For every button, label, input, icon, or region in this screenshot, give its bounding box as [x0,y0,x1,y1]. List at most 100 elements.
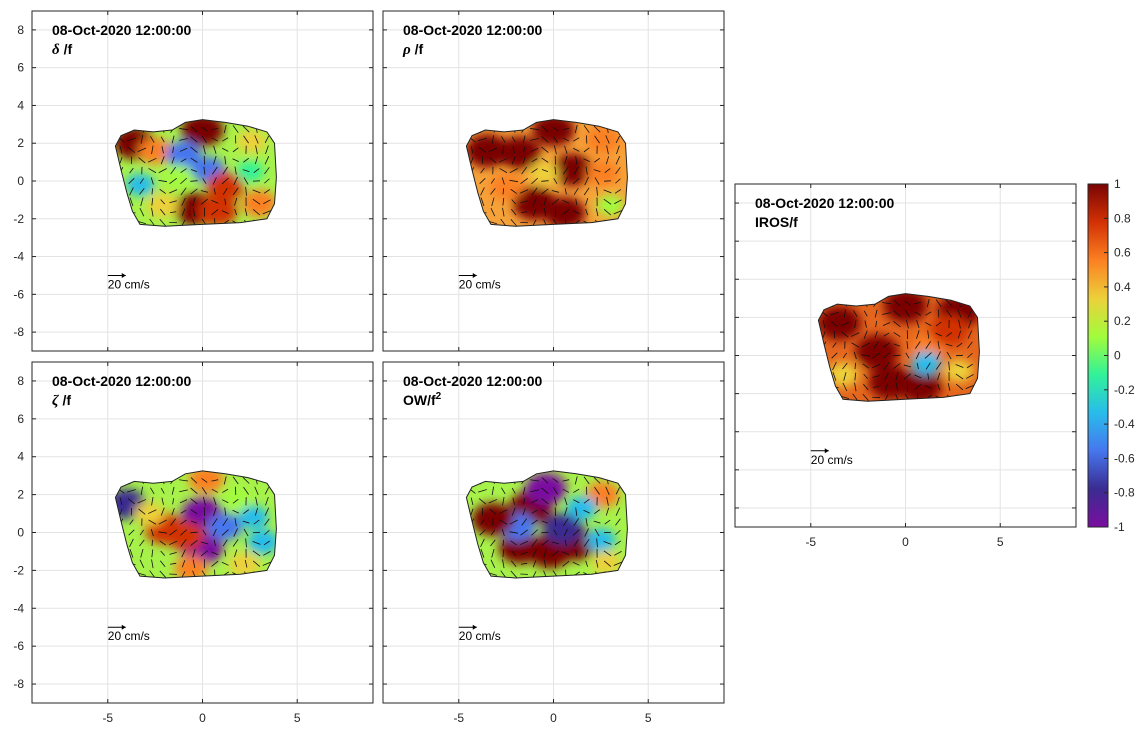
velocity-arrows [467,124,623,227]
tick-marks [383,11,724,351]
velocity-arrow [119,508,123,515]
velocity-arrow [563,528,568,537]
field-cell [166,521,205,552]
velocity-arrow [242,125,250,133]
velocity-arrow [522,508,526,516]
velocity-arrow [882,302,892,305]
velocity-arrow [148,157,157,163]
velocity-arrow [583,539,590,547]
velocity-arrow [522,486,526,495]
field-cell [899,369,942,402]
velocity-arrow [914,311,922,316]
velocity-arrow [523,146,526,154]
velocity-arrow [263,551,271,556]
velocity-arrow [499,519,508,525]
velocity-arrow [169,200,177,204]
velocity-arrow [585,549,589,558]
velocity-arrow [967,330,973,339]
velocity-arrow [967,352,973,359]
velocity-arrow [967,309,973,318]
velocity-arrow [140,197,144,207]
velocity-arrow [583,187,590,196]
velocity-arrow [160,507,165,516]
velocity-arrow [937,340,940,350]
velocity-arrow [129,167,134,174]
velocity-arrow [201,478,208,483]
velocity-arrow [245,186,247,196]
velocity-arrow [180,539,187,547]
velocity-arrow [490,539,496,547]
ytick-label: -6 [13,639,24,653]
velocity-arrow [150,528,154,537]
velocity-arrow [234,197,238,206]
velocity-arrow [169,189,178,194]
velocity-arrow [201,487,207,495]
velocity-arrow [884,372,889,381]
velocity-arrow [244,559,248,568]
velocity-arrow [573,187,579,195]
variable-suffix: /f [411,41,424,57]
velocity-arrow [192,197,196,207]
velocity-arrow [470,497,474,505]
field-cell [197,195,238,227]
velocity-arrow [200,541,209,545]
velocity-arrow [222,518,229,527]
velocity-arrow [893,299,901,307]
velocity-arrow [552,478,559,483]
velocity-arrow [906,341,909,349]
velocity-arrow [915,351,920,360]
panel-variable-label: IROS/f [755,214,798,230]
velocity-arrow [211,127,219,131]
velocity-arrow [863,310,868,317]
field-cell [238,505,269,530]
panel-iros: -5 0 5 08-Oct-2020 12:00:00 IROS/f 20 cm/s [734,183,1077,549]
velocity-arrow [893,354,901,357]
velocity-arrow [872,352,880,359]
ytick-label: -8 [13,677,24,691]
velocity-arrow [884,383,889,391]
scale-arrow-head [121,624,126,630]
colorbar-tick-label: 0.8 [1114,211,1131,225]
panel-date-title: 08-Oct-2020 12:00:00 [755,195,895,211]
velocity-arrow [202,496,206,506]
velocity-arrow [190,125,198,133]
velocity-arrow [491,197,495,207]
velocity-arrow [895,372,899,381]
velocity-arrow [128,529,135,536]
velocity-arrow [190,477,198,484]
velocity-arrow [510,560,517,568]
scale-label: 20 cm/s [108,629,150,643]
ytick-label: -4 [13,601,24,615]
velocity-arrow [553,145,557,155]
panel-rho: 08-Oct-2020 12:00:00 ρ /f 20 cm/s [382,10,725,352]
velocity-arrow [480,548,485,558]
colorbar-tick-label: 0.4 [1114,280,1131,294]
velocity-arrow [222,166,229,175]
velocity-arrow [532,549,537,558]
velocity-arrow [572,499,580,504]
velocity-arrow [613,561,623,566]
velocity-arrow [192,548,196,558]
velocity-arrow [615,135,621,144]
velocity-arrow [478,498,487,505]
velocity-arrow [615,529,621,536]
velocity-arrow [201,135,207,144]
velocity-arrow [502,549,505,558]
velocity-arrow [480,167,485,174]
velocity-arrow [180,529,187,536]
velocity-arrow [263,189,270,194]
velocity-arrow [573,539,579,547]
velocity-arrow [935,299,942,307]
velocity-arrow [211,199,219,204]
velocity-arrow [841,331,849,338]
velocity-arrow [190,188,198,195]
velocity-arrow [531,529,538,536]
velocity-arrow [615,178,621,184]
velocity-arrow [158,531,168,534]
velocity-arrow [264,135,270,144]
velocity-arrow [221,561,229,566]
velocity-arrow [170,518,176,526]
velocity-arrow [884,394,889,401]
velocity-arrow [140,486,144,496]
velocity-arrow [262,561,272,566]
